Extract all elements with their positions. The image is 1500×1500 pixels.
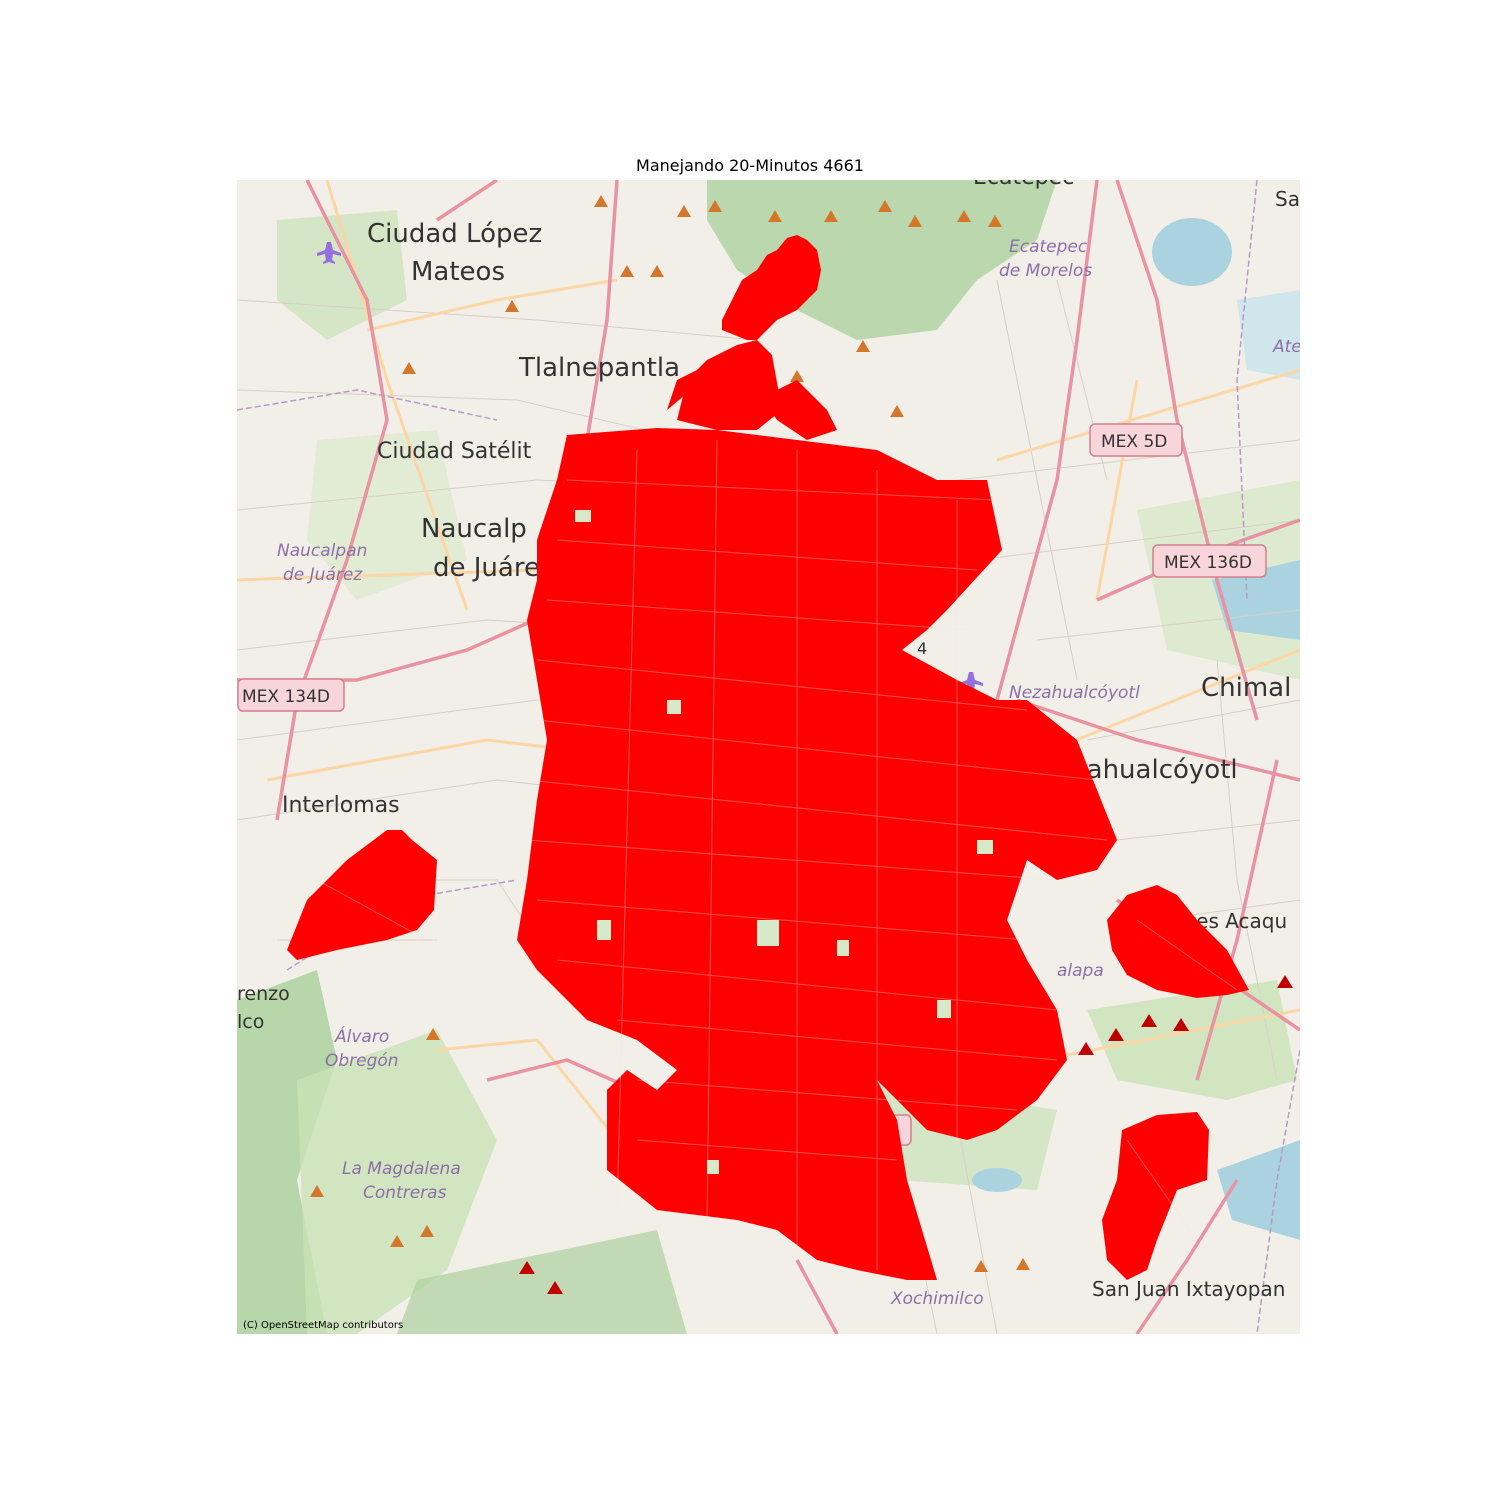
label-lco: lco <box>237 1011 264 1033</box>
label-mateos: Mateos <box>411 257 505 287</box>
isochrone-gaps <box>575 510 993 1174</box>
label-chimal: Chimal <box>1201 673 1291 703</box>
label-ciudad-lopez: Ciudad López <box>367 219 542 249</box>
label-naucalpan: Naucalp <box>421 514 527 544</box>
isochrone-street-texture <box>316 439 1238 1270</box>
isochrone-area <box>287 235 1249 1280</box>
map-canvas: Ciudad López Mateos Tlalnepantla Ciudad … <box>237 180 1300 1334</box>
label-renzo: renzo <box>237 983 290 1005</box>
label-nezahualcoyotl-italic: Nezahualcóyotl <box>1009 683 1140 703</box>
label-de-juarez: de Juáre <box>433 553 540 583</box>
label-naucalpan-italic: Naucalpan <box>277 541 367 561</box>
label-obregon: Obregón <box>325 1051 399 1071</box>
isochrone-top <box>722 235 821 340</box>
water-bodies <box>972 218 1300 1240</box>
label-ecatepec: Ecatepec <box>1009 237 1088 257</box>
label-sa: Sa <box>1275 187 1300 211</box>
isochrone-north-2 <box>677 340 782 430</box>
label-interlomas: Interlomas <box>282 793 400 818</box>
place-labels: Ciudad López Mateos Tlalnepantla Ciudad … <box>237 180 1300 1309</box>
shield-mex136d: MEX 136D <box>1152 544 1267 578</box>
map-attribution: (C) OpenStreetMap contributors <box>243 1320 404 1331</box>
label-iztapalapa: alapa <box>1057 961 1104 981</box>
airport-icons <box>317 242 983 694</box>
label-ate: Ate <box>1272 337 1300 357</box>
label-contreras: Contreras <box>363 1183 447 1203</box>
isochrone-east <box>1107 885 1249 998</box>
label-san-juan: San Juan Ixtayopan <box>1092 1277 1285 1301</box>
label-magdalena: La Magdalena <box>342 1159 461 1179</box>
label-alvaro: Álvaro <box>334 1025 389 1047</box>
label-road-4: 4 <box>917 639 927 658</box>
svg-text:MEX 136D: MEX 136D <box>1164 553 1252 573</box>
map-view[interactable]: Ciudad López Mateos Tlalnepantla Ciudad … <box>237 180 1300 1334</box>
isochrone-west <box>287 830 437 960</box>
shield-mex134d: MEX 134D <box>237 678 345 712</box>
volcano-markers <box>519 975 1293 1294</box>
label-tlalnepantla: Tlalnepantla <box>518 353 680 383</box>
isochrone-main <box>517 428 1117 1280</box>
label-ciudad-satelite: Ciudad Satélit <box>377 439 532 464</box>
highway-shields: MEX 5D MEX 136D MEX 134D 1 <box>237 423 1267 1146</box>
label-de-morelos: de Morelos <box>999 261 1092 281</box>
peak-markers <box>310 195 1030 1272</box>
label-ecatepec-top: Ecatepec <box>973 180 1074 190</box>
isochrone-southeast <box>1102 1112 1209 1280</box>
shield-mex5d: MEX 5D <box>1089 423 1183 457</box>
svg-text:MEX 5D: MEX 5D <box>1101 432 1167 452</box>
label-de-juarez-italic: de Juárez <box>283 565 363 585</box>
label-xochimilco: Xochimilco <box>890 1289 984 1309</box>
svg-text:MEX 134D: MEX 134D <box>242 687 330 707</box>
label-nezahualcoyotl: zahualcóyotl <box>1073 755 1238 785</box>
map-title: Manejando 20-Minutos 4661 <box>636 156 864 175</box>
